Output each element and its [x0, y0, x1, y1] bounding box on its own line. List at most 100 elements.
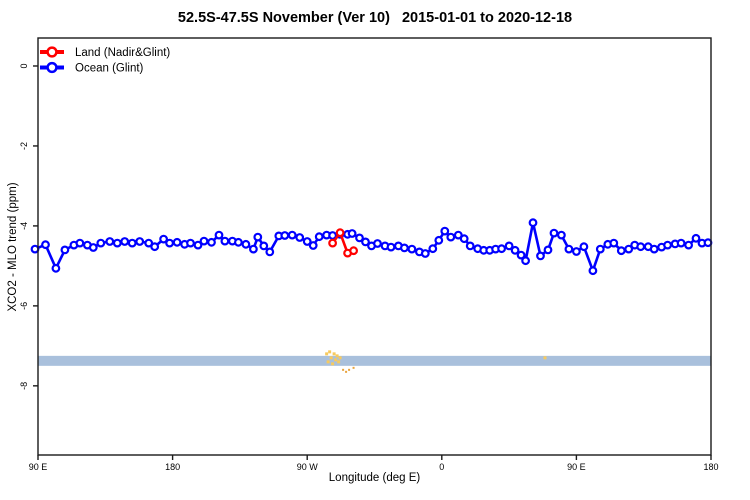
ocean-point: [536, 251, 545, 261]
ocean-point: [287, 230, 297, 240]
orange-coverage-dot: [352, 366, 355, 369]
ocean-point: [144, 238, 154, 248]
x-tick-label: 0: [439, 462, 444, 472]
ocean-point: [75, 238, 85, 248]
legend: Land (Nadir&Glint) Ocean (Glint): [40, 46, 170, 75]
ocean-point: [355, 233, 364, 243]
land-coverage-mark: [329, 356, 333, 360]
land-coverage-mark: [338, 356, 342, 360]
land-coverage-mark: [337, 360, 341, 364]
land-coverage-mark: [328, 350, 332, 354]
ocean-point: [96, 238, 106, 248]
legend-land-marker-icon: [46, 46, 58, 58]
ocean-point: [105, 237, 115, 246]
ocean-point: [88, 243, 98, 252]
ocean-point: [112, 238, 122, 248]
legend-ocean-label: Ocean (Glint): [75, 63, 144, 75]
ocean-point: [663, 240, 672, 250]
ocean-point: [135, 237, 145, 246]
x-axis-title: Longitude (deg E): [328, 472, 421, 484]
ocean-point: [259, 241, 269, 251]
ocean-point: [120, 237, 130, 246]
x-tick-label: 180: [165, 462, 180, 472]
ocean-point: [407, 244, 417, 254]
land-point: [349, 246, 359, 256]
ocean-point: [51, 263, 61, 273]
ocean-point: [446, 232, 456, 242]
ocean-point: [241, 239, 251, 249]
ocean-point: [504, 241, 514, 251]
ocean-point: [373, 239, 382, 248]
y-tick-label: -2: [19, 142, 29, 150]
orange-coverage-dot: [348, 368, 351, 371]
legend-ocean-marker-icon: [46, 61, 58, 74]
orange-coverage-dot: [342, 368, 345, 371]
y-tick-label: -4: [19, 222, 29, 230]
ocean-point: [186, 238, 195, 248]
ocean-point: [193, 240, 203, 250]
ocean-point: [127, 238, 137, 248]
ocean-point: [609, 238, 619, 248]
legend-land-label: Land (Nadir&Glint): [75, 47, 170, 59]
ocean-point: [521, 256, 530, 266]
x-tick-label: 90 E: [567, 462, 586, 472]
ocean-point: [165, 238, 175, 248]
ocean-point: [453, 230, 463, 240]
ocean-point: [595, 244, 605, 254]
ocean-point: [510, 245, 520, 255]
land-coverage-mark: [325, 352, 329, 356]
ocean-point: [579, 242, 589, 252]
ocean-point: [233, 237, 243, 247]
land-coverage-mark: [326, 360, 330, 364]
ocean-point: [564, 244, 574, 254]
ocean-point: [248, 244, 258, 254]
ocean-point: [428, 244, 438, 254]
ocean-point: [440, 226, 450, 236]
ocean-point: [347, 229, 357, 238]
ocean-point: [361, 237, 370, 247]
ocean-point: [616, 246, 626, 256]
ocean-point: [199, 236, 209, 246]
ocean-point: [420, 249, 430, 258]
land-point: [328, 238, 338, 248]
ocean-point: [314, 232, 324, 242]
ocean-point: [528, 218, 538, 228]
land-coverage-mark: [334, 358, 338, 362]
land-coverage-dot: [543, 356, 547, 360]
x-tick-label: 90 W: [297, 462, 319, 472]
chart-title: 52.5S-47.5S November (Ver 10) 2015-01-01…: [177, 10, 573, 26]
ocean-point: [308, 241, 318, 250]
ocean-point: [465, 241, 475, 251]
ocean-point: [150, 242, 160, 252]
ocean-point: [649, 244, 659, 254]
ocean-point: [459, 234, 469, 244]
y-tick-label: -6: [19, 302, 29, 310]
ocean-point: [41, 240, 50, 250]
land-point: [335, 228, 345, 238]
land-coverage-mark: [335, 354, 339, 358]
ocean-point: [295, 233, 305, 242]
ocean-point: [253, 232, 263, 242]
ocean-point: [691, 233, 701, 243]
ocean-point: [214, 230, 224, 240]
ocean-point: [280, 231, 290, 240]
ocean-point: [220, 236, 230, 246]
ocean-point: [207, 237, 216, 247]
ocean-point: [400, 243, 409, 253]
land-coverage-mark: [332, 352, 336, 356]
ocean-point: [549, 228, 559, 238]
ocean-point: [543, 245, 553, 255]
ocean-point: [159, 234, 169, 244]
ocean-point: [557, 230, 566, 240]
land-coverage-mark: [331, 362, 335, 366]
ocean-point: [636, 242, 646, 252]
ocean-point: [497, 244, 507, 254]
ocean-point: [386, 242, 396, 252]
ocean-point: [624, 244, 634, 254]
ocean-point: [172, 237, 182, 247]
x-tick-label: 90 E: [29, 462, 48, 472]
x-tick-label: 180: [703, 462, 718, 472]
ocean-point: [302, 237, 312, 246]
